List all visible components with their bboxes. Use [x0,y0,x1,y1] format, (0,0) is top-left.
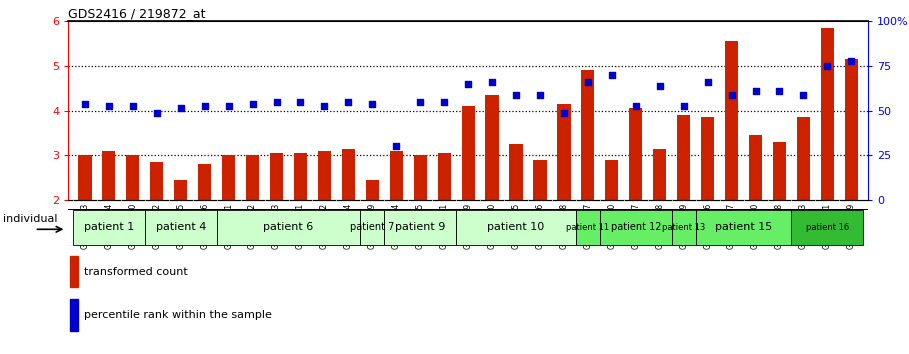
Bar [844,59,858,200]
Bar [629,108,643,200]
FancyBboxPatch shape [456,210,576,245]
Bar [222,155,235,200]
FancyBboxPatch shape [695,210,792,245]
Point [773,88,787,93]
Text: percentile rank within the sample: percentile rank within the sample [84,310,272,320]
Bar [509,144,523,200]
Point [125,103,140,109]
Point [437,99,452,104]
FancyBboxPatch shape [216,210,360,245]
Text: transformed count: transformed count [84,267,187,277]
Bar [437,153,451,200]
Text: patient 13: patient 13 [662,223,705,232]
Point [317,103,332,109]
Point [461,81,475,87]
Bar [318,151,331,200]
Text: patient 15: patient 15 [715,222,772,233]
Point [724,92,739,98]
Bar [654,149,666,200]
Bar [773,142,786,200]
Text: patient 1: patient 1 [84,222,134,233]
FancyBboxPatch shape [576,210,600,245]
Point [653,83,667,89]
Text: patient 4: patient 4 [155,222,206,233]
Text: GDS2416 / 219872_at: GDS2416 / 219872_at [68,7,205,20]
Point [533,92,547,98]
FancyBboxPatch shape [145,210,216,245]
Bar [462,106,474,200]
Text: patient 10: patient 10 [487,222,544,233]
Point [484,79,499,84]
Bar [78,155,92,200]
Text: patient 12: patient 12 [611,222,661,233]
Point [509,92,524,98]
Bar [797,117,810,200]
Point [77,101,92,107]
Bar [365,180,379,200]
Bar [677,115,690,200]
Bar [414,155,427,200]
Bar [534,160,546,200]
Bar [175,180,187,200]
Bar [485,95,499,200]
Point [700,79,714,84]
Point [604,72,619,78]
FancyBboxPatch shape [385,210,456,245]
Point [389,144,404,149]
Bar [725,41,738,200]
Point [796,92,811,98]
Bar [294,153,307,200]
FancyBboxPatch shape [672,210,695,245]
Bar [557,104,571,200]
Point [197,103,212,109]
Point [102,103,116,109]
Text: patient 16: patient 16 [805,223,849,232]
Point [222,103,236,109]
Text: patient 7: patient 7 [350,222,395,233]
Bar [70,299,78,331]
Bar [126,155,139,200]
Point [556,110,571,116]
Bar [103,151,115,200]
Point [628,103,643,109]
Point [341,99,355,104]
Point [269,99,284,104]
Point [365,101,380,107]
Point [413,99,427,104]
Point [844,59,859,64]
Bar [605,160,618,200]
Bar [70,256,78,287]
Bar [749,135,762,200]
Bar [150,162,164,200]
Text: patient 6: patient 6 [264,222,314,233]
Bar [821,28,834,200]
Text: patient 9: patient 9 [395,222,445,233]
FancyBboxPatch shape [73,210,145,245]
Bar [581,70,594,200]
Bar [390,151,403,200]
Bar [342,149,355,200]
Point [245,101,260,107]
Point [174,105,188,111]
Bar [246,155,259,200]
Text: individual: individual [3,214,57,224]
FancyBboxPatch shape [792,210,864,245]
Point [149,110,164,116]
Point [820,63,834,69]
Point [581,79,595,84]
FancyBboxPatch shape [600,210,672,245]
Bar [198,164,211,200]
Point [294,99,308,104]
Bar [701,117,714,200]
Text: patient 11: patient 11 [566,223,609,232]
FancyBboxPatch shape [360,210,385,245]
Point [676,103,691,109]
Bar [270,153,283,200]
Point [748,88,763,93]
